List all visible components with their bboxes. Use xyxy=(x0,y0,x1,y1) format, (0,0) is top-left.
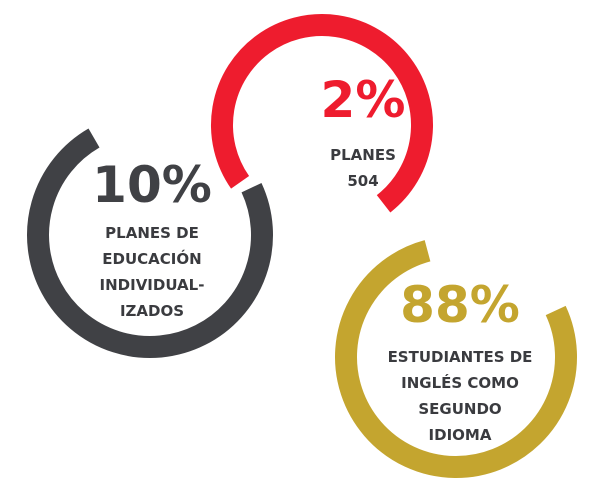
percentage: 88% xyxy=(400,276,520,334)
label-line: INDIVIDUAL- xyxy=(100,276,205,294)
red-arc xyxy=(211,14,433,213)
label-line: SEGUNDO xyxy=(418,400,501,418)
label-line: 504 xyxy=(347,172,378,190)
label-line: IDIOMA xyxy=(429,426,492,444)
gold-arc xyxy=(335,240,577,478)
label-line: INGLÉS COMO xyxy=(401,373,519,392)
label-line: PLANES DE xyxy=(105,224,199,242)
label-line: ESTUDIANTES DE xyxy=(388,348,533,366)
label-line: PLANES xyxy=(330,146,396,164)
label-line: IZADOS xyxy=(120,302,184,320)
percentage: 2% xyxy=(321,71,406,129)
gray-arc xyxy=(27,128,273,358)
percentage: 10% xyxy=(92,156,212,214)
label-line: EDUCACIÓN xyxy=(102,249,201,268)
